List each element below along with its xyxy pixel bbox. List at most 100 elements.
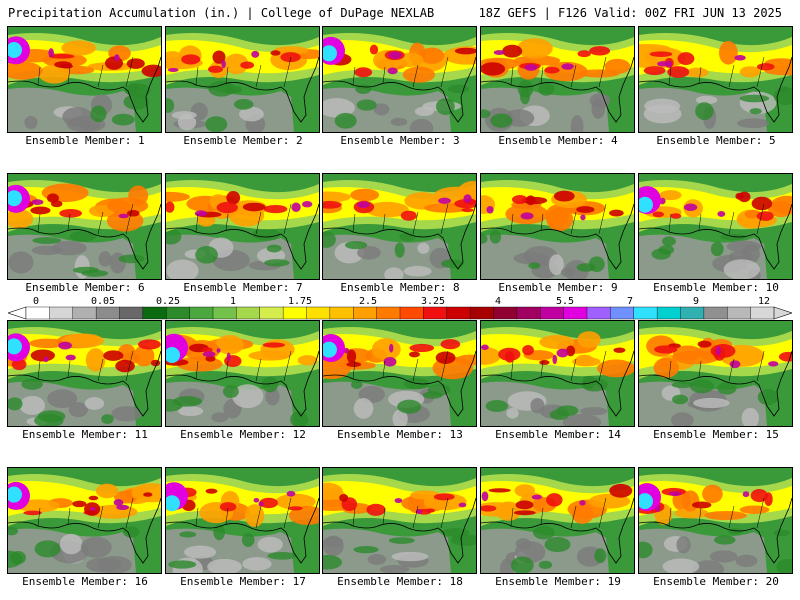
ensemble-map-panel <box>480 173 635 280</box>
precip-map <box>323 321 476 426</box>
colorbar-label: 5.5 <box>555 296 575 307</box>
colorbar-swatch <box>469 306 494 320</box>
ensemble-member-label: Ensemble Member: 1 <box>25 134 145 147</box>
ensemble-member-label: Ensemble Member: 2 <box>183 134 303 147</box>
colorbar-swatch <box>212 306 237 320</box>
precip-map <box>166 321 319 426</box>
ensemble-map-panel <box>7 320 162 427</box>
colorbar-label: 2.5 <box>358 296 378 307</box>
ensemble-member-label: Ensemble Member: 5 <box>656 134 776 147</box>
ensemble-map-panel <box>638 320 793 427</box>
colorbar-swatch <box>376 306 401 320</box>
colorbar-swatch <box>703 306 728 320</box>
colorbar-swatch <box>516 306 541 320</box>
ensemble-map-panel <box>7 467 162 574</box>
run-valid-time: 18Z GEFS | F126 Valid: 00Z FRI JUN 13 20… <box>478 6 782 20</box>
ensemble-map-panel <box>322 320 477 427</box>
colorbar-label: 0 <box>32 296 40 307</box>
precip-map <box>8 468 161 573</box>
colorbar-swatch <box>353 306 378 320</box>
colorbar-label: 3.25 <box>420 296 446 307</box>
ensemble-member-label: Ensemble Member: 12 <box>180 428 306 441</box>
ensemble-member-label: Ensemble Member: 17 <box>180 575 306 588</box>
colorbar-swatch <box>423 306 448 320</box>
ensemble-member-label: Ensemble Member: 13 <box>337 428 463 441</box>
colorbar-swatch <box>493 306 518 320</box>
precip-map <box>323 468 476 573</box>
precip-map <box>481 27 634 132</box>
ensemble-member-label: Ensemble Member: 10 <box>653 281 779 294</box>
colorbar: 0 0.05 0.25 1 1.75 2.5 3.25 4 5.5 7 9 12 <box>8 296 792 320</box>
colorbar-swatch <box>259 306 284 320</box>
colorbar-swatch <box>633 306 658 320</box>
ensemble-map-panel <box>638 467 793 574</box>
precip-map <box>166 468 319 573</box>
colorbar-swatch <box>236 306 261 320</box>
colorbar-swatch <box>25 306 50 320</box>
colorbar-swatch <box>540 306 565 320</box>
precip-map <box>323 174 476 279</box>
ensemble-map-panel <box>165 173 320 280</box>
precip-map <box>323 27 476 132</box>
ensemble-map-panel <box>638 173 793 280</box>
ensemble-member-label: Ensemble Member: 7 <box>183 281 303 294</box>
ensemble-map-panel <box>165 320 320 427</box>
ensemble-map-panel <box>322 467 477 574</box>
colorbar-swatch <box>306 306 331 320</box>
colorbar-swatch <box>656 306 681 320</box>
colorbar-swatch <box>166 306 191 320</box>
precip-map <box>8 27 161 132</box>
colorbar-bar <box>8 306 792 320</box>
colorbar-arrow-left <box>8 306 27 320</box>
ensemble-map-panel <box>322 173 477 280</box>
ensemble-member-label: Ensemble Member: 4 <box>498 134 618 147</box>
ensemble-member-label: Ensemble Member: 15 <box>653 428 779 441</box>
colorbar-swatch <box>329 306 354 320</box>
precip-map <box>639 321 792 426</box>
precip-map <box>639 468 792 573</box>
colorbar-label: 0.25 <box>155 296 181 307</box>
colorbar-swatch <box>72 306 97 320</box>
colorbar-label: 9 <box>692 296 700 307</box>
precip-map <box>8 321 161 426</box>
precip-map <box>166 27 319 132</box>
chart-title: Precipitation Accumulation (in.) | Colle… <box>8 6 435 20</box>
ensemble-map-panel <box>480 467 635 574</box>
ensemble-map-panel <box>7 26 162 133</box>
precip-map <box>639 27 792 132</box>
ensemble-member-label: Ensemble Member: 8 <box>340 281 460 294</box>
ensemble-member-label: Ensemble Member: 9 <box>498 281 618 294</box>
precip-map <box>8 174 161 279</box>
ensemble-member-label: Ensemble Member: 14 <box>495 428 621 441</box>
colorbar-label: 12 <box>757 296 771 307</box>
ensemble-member-label: Ensemble Member: 19 <box>495 575 621 588</box>
colorbar-swatch <box>49 306 74 320</box>
colorbar-label: 7 <box>626 296 634 307</box>
precip-map <box>481 468 634 573</box>
colorbar-swatch <box>680 306 705 320</box>
colorbar-swatch <box>119 306 144 320</box>
ensemble-member-label: Ensemble Member: 16 <box>22 575 148 588</box>
colorbar-swatch <box>142 306 167 320</box>
precip-map <box>166 174 319 279</box>
colorbar-swatch <box>727 306 752 320</box>
colorbar-swatch <box>586 306 611 320</box>
colorbar-swatch <box>189 306 214 320</box>
colorbar-swatch <box>446 306 471 320</box>
ensemble-member-label: Ensemble Member: 6 <box>25 281 145 294</box>
colorbar-swatch <box>610 306 635 320</box>
colorbar-label: 1.75 <box>287 296 313 307</box>
ensemble-map-panel <box>480 320 635 427</box>
colorbar-label: 1 <box>229 296 237 307</box>
colorbar-swatch <box>95 306 120 320</box>
colorbar-arrow-right <box>773 306 792 320</box>
colorbar-swatch <box>563 306 588 320</box>
colorbar-swatch <box>399 306 424 320</box>
ensemble-map-panel <box>322 26 477 133</box>
ensemble-map-panel <box>165 26 320 133</box>
ensemble-map-panel <box>638 26 793 133</box>
ensemble-member-label: Ensemble Member: 18 <box>337 575 463 588</box>
precip-map <box>639 174 792 279</box>
colorbar-label: 0.05 <box>90 296 116 307</box>
colorbar-swatch <box>282 306 307 320</box>
